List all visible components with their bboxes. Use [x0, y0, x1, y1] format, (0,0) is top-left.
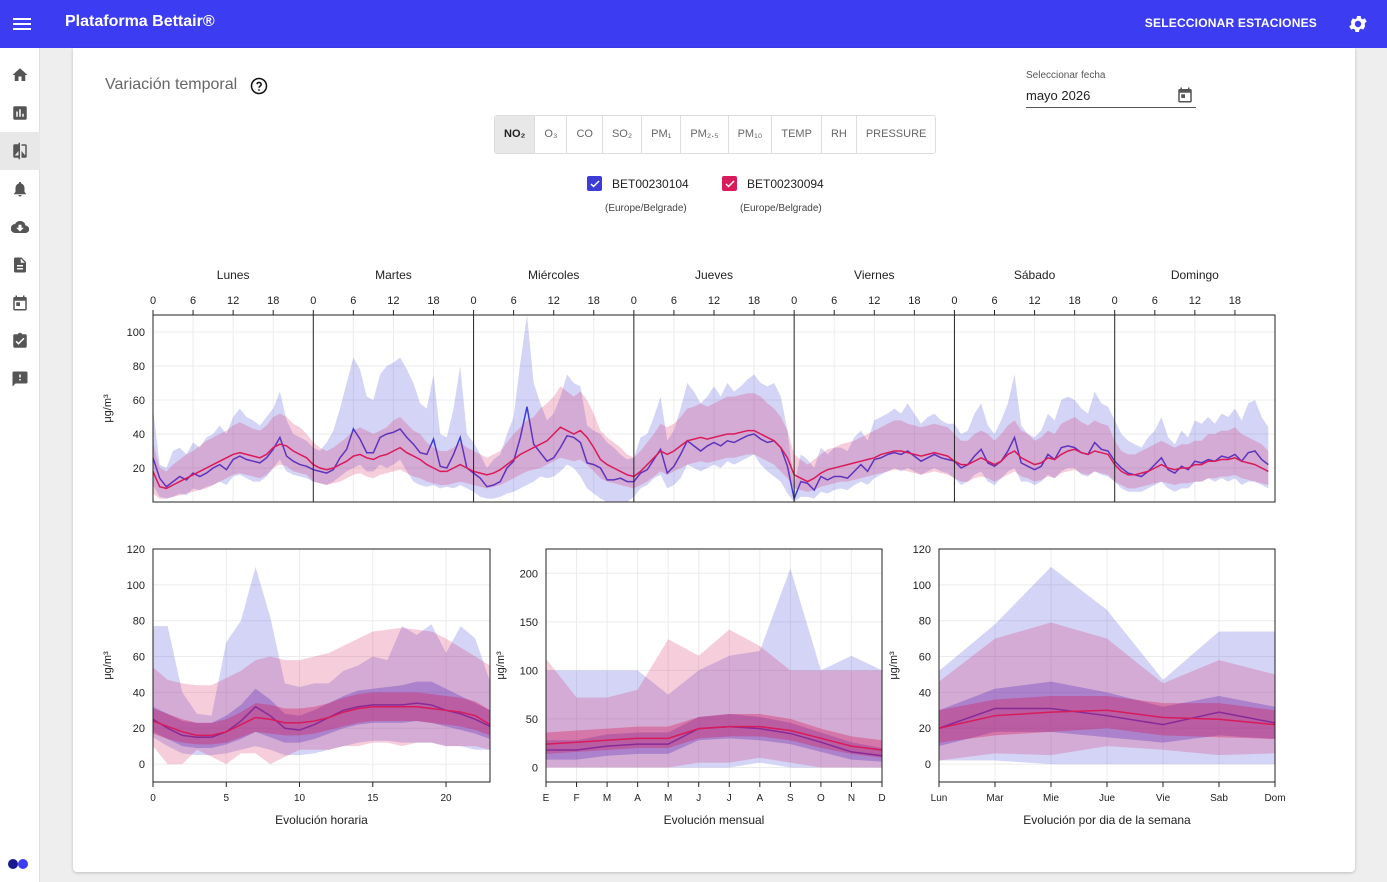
- tab-rh[interactable]: RH: [822, 116, 857, 153]
- sidebar-item-feedback[interactable]: [0, 360, 40, 398]
- sidebar-item-charts[interactable]: [0, 94, 40, 132]
- check-icon: [724, 179, 735, 188]
- station-toggle-2[interactable]: BET00230094 (Europe/Belgrade): [722, 176, 824, 214]
- tab-pressure[interactable]: PRESSURE: [865, 128, 927, 140]
- station-name-1: BET00230104: [612, 176, 689, 191]
- page-title: Variación temporal: [105, 76, 238, 93]
- home-icon: [12, 68, 28, 81]
- station-checkbox-1[interactable]: [587, 176, 602, 191]
- gear-icon[interactable]: [1347, 13, 1369, 35]
- check-icon: [589, 179, 600, 188]
- station-timezone-1: (Europe/Belgrade): [605, 203, 687, 214]
- content-card: [73, 48, 1355, 872]
- sidebar-item-home[interactable]: [0, 56, 40, 94]
- clipboard-check-icon: [13, 332, 27, 348]
- sidebar-item-download[interactable]: [0, 208, 40, 246]
- date-label: Seleccionar fecha: [1026, 70, 1106, 81]
- sidebar-item-reports[interactable]: [0, 246, 40, 284]
- tab-co[interactable]: CO: [567, 116, 603, 153]
- tab-pm10[interactable]: PM₁₀: [729, 116, 773, 153]
- help-icon[interactable]: [250, 77, 268, 95]
- sidebar-item-compare[interactable]: [0, 132, 40, 170]
- report-icon: [12, 371, 28, 387]
- date-selector[interactable]: Seleccionar fecha mayo 2026: [1026, 68, 1196, 108]
- tab-o3[interactable]: O₃: [535, 116, 568, 153]
- compare-icon: [13, 142, 27, 160]
- tab-so2[interactable]: SO₂: [603, 116, 643, 153]
- select-stations-button[interactable]: SELECCIONAR ESTACIONES: [1144, 16, 1317, 30]
- station-checkbox-2[interactable]: [722, 176, 737, 191]
- calendar-icon: [13, 295, 27, 311]
- tab-no2[interactable]: NO₂: [495, 116, 536, 153]
- cloud-download-icon: [11, 221, 29, 234]
- pollutant-tabs: NO₂ O₃ CO SO₂ PM₁ PM₂.₅ PM₁₀ TEMP RH PRE…: [494, 115, 937, 154]
- station-name-2: BET00230094: [747, 176, 824, 191]
- sidebar-item-tasks[interactable]: [0, 322, 40, 360]
- sidebar-item-calendar[interactable]: [0, 284, 40, 322]
- document-icon: [14, 257, 26, 273]
- station-timezone-2: (Europe/Belgrade): [740, 203, 822, 214]
- sidebar: [0, 48, 40, 882]
- calendar-icon[interactable]: [1176, 86, 1194, 104]
- tab-pm25[interactable]: PM₂.₅: [681, 116, 729, 153]
- station-toggle-1[interactable]: BET00230104 (Europe/Belgrade): [587, 176, 689, 214]
- bar-chart-icon: [13, 106, 27, 120]
- date-value[interactable]: mayo 2026: [1026, 88, 1091, 103]
- tab-pm1[interactable]: PM₁: [642, 116, 682, 153]
- app-title: Plataforma Bettair®: [65, 13, 215, 30]
- menu-icon[interactable]: [10, 12, 34, 36]
- sidebar-item-alerts[interactable]: [0, 170, 40, 208]
- bell-icon: [14, 181, 26, 197]
- bettair-logo: [8, 859, 28, 869]
- app-bar: Plataforma Bettair® SELECCIONAR ESTACION…: [0, 0, 1387, 48]
- tab-temp[interactable]: TEMP: [772, 116, 822, 153]
